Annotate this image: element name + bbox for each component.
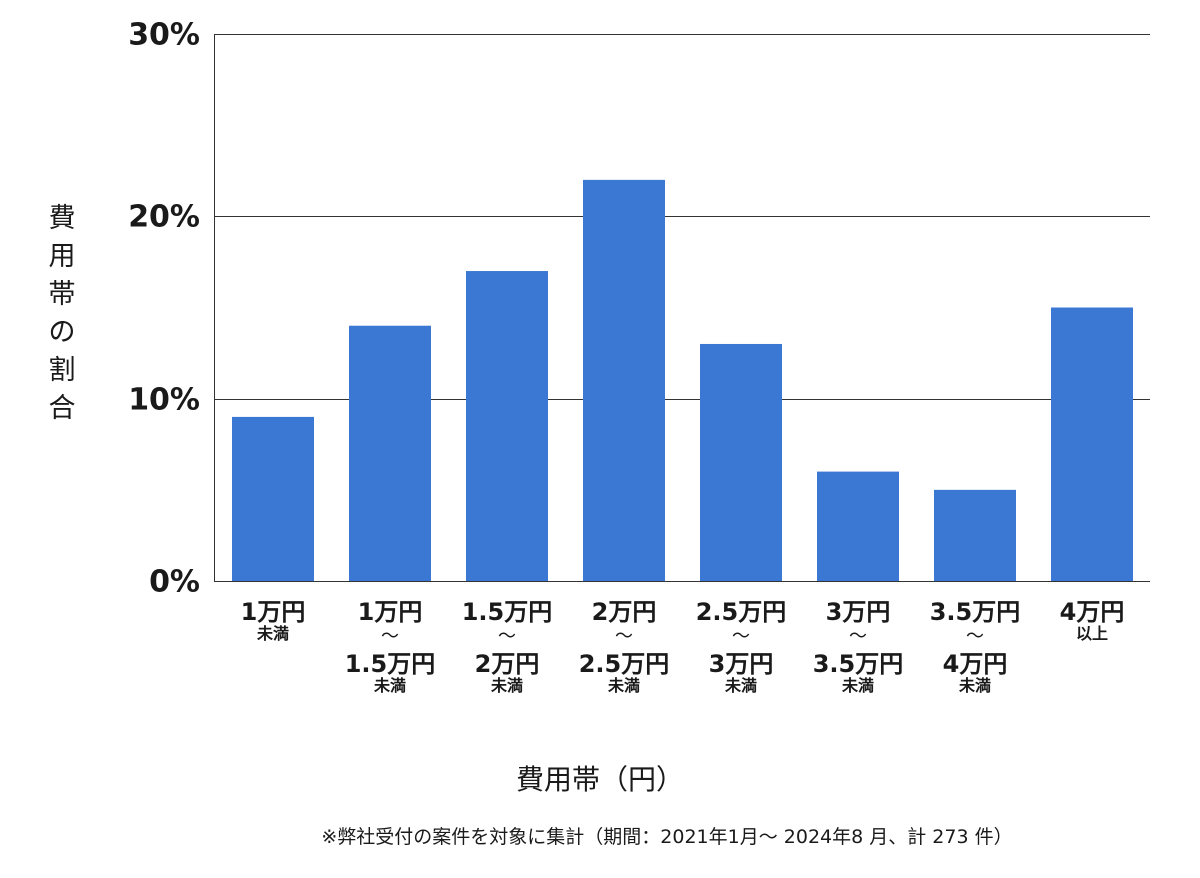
x-tick-label: 1.5万円 xyxy=(345,650,436,678)
bar xyxy=(1051,307,1133,581)
bar xyxy=(466,271,548,581)
x-tick-label: 1万円 xyxy=(358,598,423,626)
y-axis-label-char: 割 xyxy=(48,355,76,386)
y-axis-label-char: 合 xyxy=(48,393,76,424)
x-tick-label: 1.5万円 xyxy=(462,598,553,626)
x-tick-label: 未満 xyxy=(724,676,757,695)
x-tick-label: 未満 xyxy=(958,676,991,695)
x-tick-label: 1万円 xyxy=(241,598,306,626)
x-tick-label: ～ xyxy=(615,626,633,647)
x-axis-label: 費用帯（円） xyxy=(515,763,684,796)
y-tick-labels: 0% 10% 20% 30% xyxy=(128,18,200,600)
y-axis-label-char: の xyxy=(48,317,76,348)
x-tick-label: 3万円 xyxy=(826,598,891,626)
x-tick-label: 2万円 xyxy=(592,598,657,626)
bar xyxy=(700,343,782,581)
y-tick-label: 0% xyxy=(149,565,200,600)
x-tick-label: 未満 xyxy=(490,676,523,695)
x-tick-label: 未満 xyxy=(373,676,406,695)
y-tick-label: 20% xyxy=(128,200,200,235)
bar xyxy=(349,325,431,581)
x-tick-label: ～ xyxy=(498,626,516,647)
bar xyxy=(583,179,665,581)
x-tick-label: ～ xyxy=(966,626,984,647)
footnote: ※弊社受付の案件を対象に集計（期間：2021年1月～ 2024年8 月、計 27… xyxy=(321,826,1013,848)
y-tick-label: 30% xyxy=(128,18,200,53)
x-tick-label: 4万円 xyxy=(1060,598,1125,626)
y-axis-label: 費用帯の割合 xyxy=(40,200,84,440)
bar xyxy=(817,471,899,581)
bar xyxy=(934,489,1016,581)
x-tick-label: 2万円 xyxy=(475,650,540,678)
y-tick-label: 10% xyxy=(128,383,200,418)
x-tick-label: 未満 xyxy=(607,676,640,695)
bars xyxy=(232,179,1133,581)
y-axis-label-char: 用 xyxy=(48,241,76,272)
x-tick-label: ～ xyxy=(732,626,750,647)
x-tick-label: ～ xyxy=(849,626,867,647)
x-tick-label: 以上 xyxy=(1076,624,1108,643)
bar xyxy=(232,416,314,581)
x-tick-label: 3万円 xyxy=(709,650,774,678)
x-tick-label: 3.5万円 xyxy=(813,650,904,678)
y-axis-label-char: 費 xyxy=(48,203,76,234)
axes xyxy=(214,34,1150,582)
x-tick-labels: 1万円未満1万円～1.5万円未満1.5万円～2万円未満2万円～2.5万円未満2.… xyxy=(241,598,1125,695)
x-tick-label: ～ xyxy=(381,626,399,647)
x-tick-label: 3.5万円 xyxy=(930,598,1021,626)
x-tick-label: 未満 xyxy=(256,624,289,643)
x-tick-label: 未満 xyxy=(841,676,874,695)
x-tick-label: 4万円 xyxy=(943,650,1008,678)
y-axis-label-char: 帯 xyxy=(48,279,76,310)
x-tick-label: 2.5万円 xyxy=(579,650,670,678)
x-tick-label: 2.5万円 xyxy=(696,598,787,626)
